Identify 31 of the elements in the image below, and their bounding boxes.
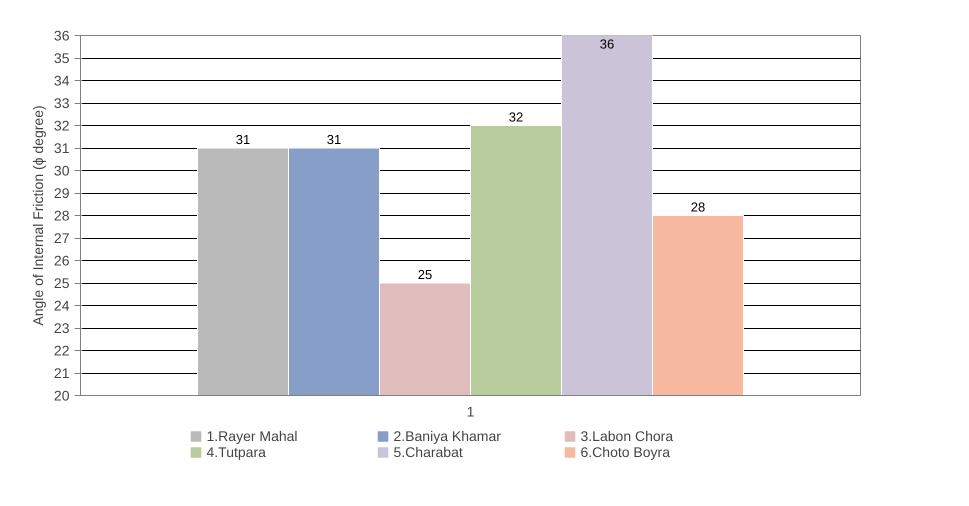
y-tick-label: 21 bbox=[54, 365, 70, 381]
x-tick-label: 1 bbox=[466, 404, 475, 420]
y-tick-label: 28 bbox=[54, 208, 70, 224]
data-label: 31 bbox=[326, 132, 342, 147]
y-tick-label: 32 bbox=[54, 118, 70, 134]
data-label: 32 bbox=[508, 110, 524, 124]
data-label: 31 bbox=[236, 132, 250, 147]
y-tick-label: 20 bbox=[54, 388, 70, 404]
y-tick-label: 25 bbox=[54, 275, 70, 291]
y-tick-label: 34 bbox=[54, 72, 70, 88]
data-label: 36 bbox=[600, 36, 614, 52]
data-label: 28 bbox=[690, 200, 706, 214]
y-tick-label: 36 bbox=[54, 28, 70, 44]
legend-label: 2.Baniya Khamar bbox=[394, 428, 502, 444]
legend-label: 5.Charabat bbox=[394, 444, 464, 460]
y-tick-label: 23 bbox=[54, 320, 70, 336]
legend-label: 1.Rayer Mahal bbox=[206, 428, 299, 444]
y-tick-label: 29 bbox=[54, 185, 70, 201]
y-tick-label: 30 bbox=[54, 162, 70, 178]
y-tick-label: 26 bbox=[54, 252, 70, 268]
data-label: 25 bbox=[418, 267, 432, 282]
y-tick-label: 22 bbox=[54, 342, 70, 358]
legend-label: 3.Labon Chora bbox=[580, 428, 674, 444]
y-tick-label: 33 bbox=[54, 95, 70, 111]
y-tick-label: 31 bbox=[54, 140, 70, 156]
y-axis-title: Angle of Internal Friction (ϕ degree) bbox=[30, 105, 46, 326]
legend-label: 6.Choto Boyra bbox=[580, 444, 671, 460]
y-tick-label: 35 bbox=[54, 50, 70, 66]
legend-label: 4.Tutpara bbox=[206, 444, 267, 460]
y-tick-label: 27 bbox=[54, 230, 70, 246]
y-tick-label: 24 bbox=[54, 298, 70, 314]
